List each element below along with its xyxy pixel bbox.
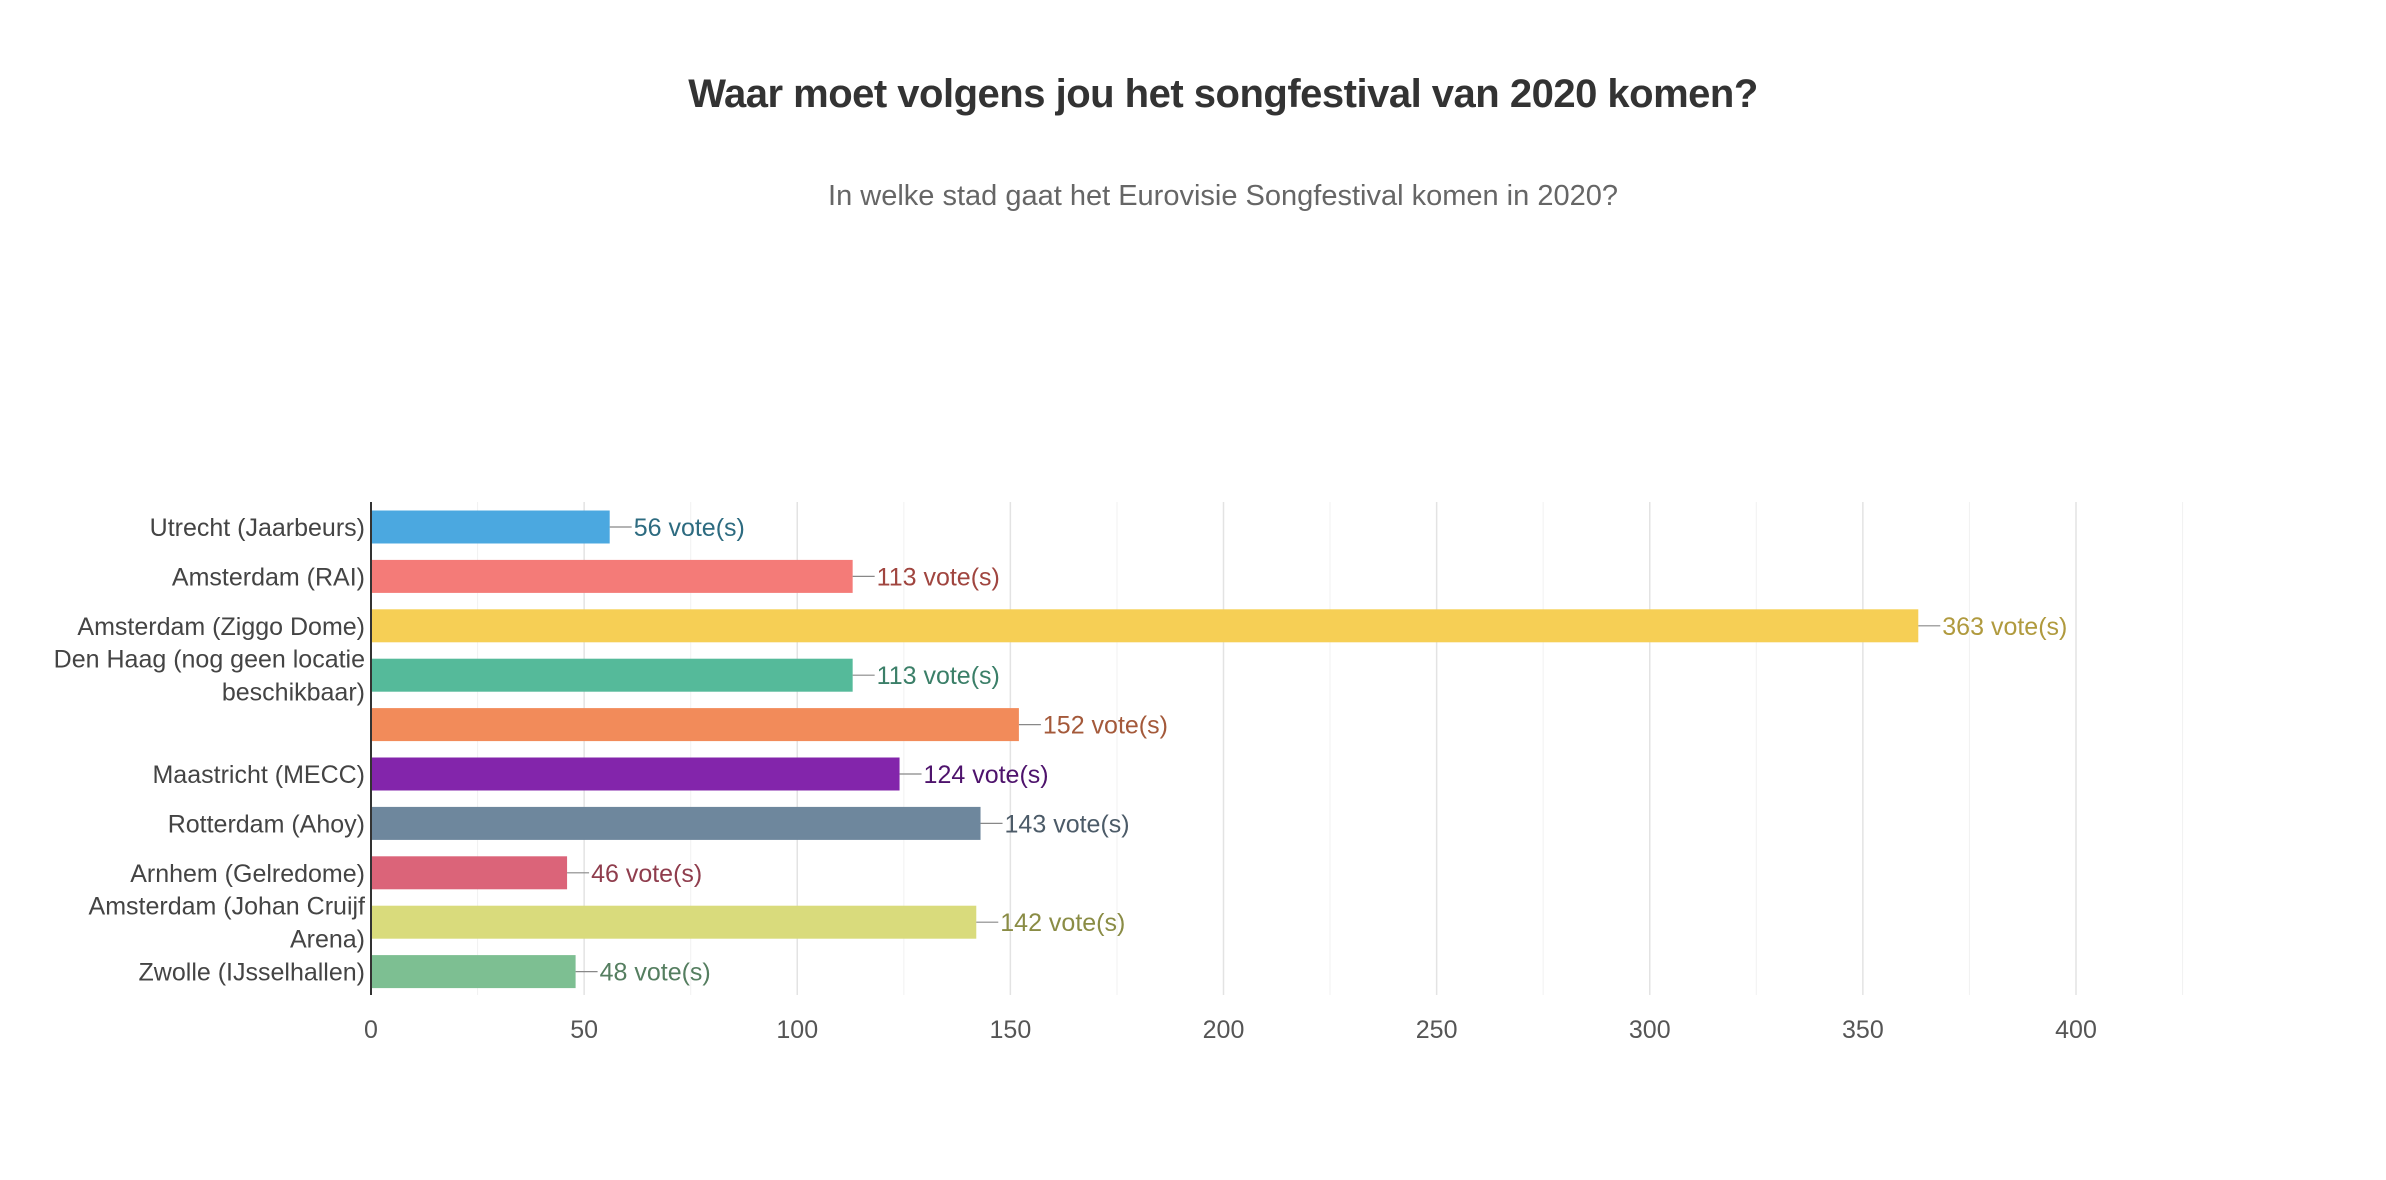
bar	[371, 856, 568, 890]
category-label: Rotterdam (Ahoy)	[168, 810, 365, 838]
category-label: Arnhem (Gelredome)	[130, 860, 365, 888]
x-tick-label: 200	[1203, 1016, 1245, 1044]
chart-subtitle: In welke stad gaat het Eurovisie Songfes…	[828, 180, 1618, 212]
data-label: 48 vote(s)	[600, 959, 711, 987]
x-tick-label: 50	[570, 1016, 598, 1044]
data-label: 124 vote(s)	[924, 761, 1049, 789]
data-label: 113 vote(s)	[877, 662, 1000, 690]
bar	[371, 708, 1019, 742]
bar	[371, 905, 977, 939]
bar	[371, 559, 853, 593]
data-label: 152 vote(s)	[1043, 712, 1168, 740]
x-axis-ticks: 0 50 100 150 200 250 300 350 400	[364, 1016, 2097, 1044]
chart-title: Waar moet volgens jou het songfestival v…	[688, 72, 1758, 116]
category-label: Maastricht (MECC)	[152, 761, 365, 789]
y-axis-labels: Utrecht (Jaarbeurs) Amsterdam (RAI) Amster…	[54, 514, 365, 987]
x-tick-label: 0	[364, 1016, 378, 1044]
data-label: 142 vote(s)	[1000, 909, 1125, 937]
category-label: Zwolle (IJsselhallen)	[139, 959, 365, 987]
data-label: 143 vote(s)	[1005, 810, 1130, 838]
data-label: 113 vote(s)	[877, 563, 1000, 591]
bar	[371, 510, 610, 544]
category-label: Amsterdam (Johan Cruijf Arena)	[89, 893, 366, 954]
category-label: Utrecht (Jaarbeurs)	[150, 514, 365, 542]
bars: 56 vote(s) 113 vote(s) 363 vote(s) 113 vote…	[371, 510, 2067, 989]
category-label: Den Haag (nog geen locatie beschikbaar)	[54, 646, 365, 707]
gridlines	[477, 502, 2184, 995]
data-label: 56 vote(s)	[634, 514, 745, 542]
x-tick-label: 300	[1629, 1016, 1671, 1044]
category-label: Amsterdam (Ziggo Dome)	[77, 613, 365, 641]
x-tick-label: 350	[1842, 1016, 1884, 1044]
x-tick-label: 100	[776, 1016, 818, 1044]
data-label: 363 vote(s)	[1942, 613, 2067, 641]
bar	[371, 757, 900, 791]
bar	[371, 955, 576, 989]
bar	[371, 806, 981, 840]
x-tick-label: 250	[1416, 1016, 1458, 1044]
bar	[371, 609, 1919, 643]
x-tick-label: 400	[2055, 1016, 2097, 1044]
x-tick-label: 150	[990, 1016, 1032, 1044]
data-label: 46 vote(s)	[591, 860, 702, 888]
category-label: Amsterdam (RAI)	[172, 563, 365, 591]
bar	[371, 658, 853, 692]
